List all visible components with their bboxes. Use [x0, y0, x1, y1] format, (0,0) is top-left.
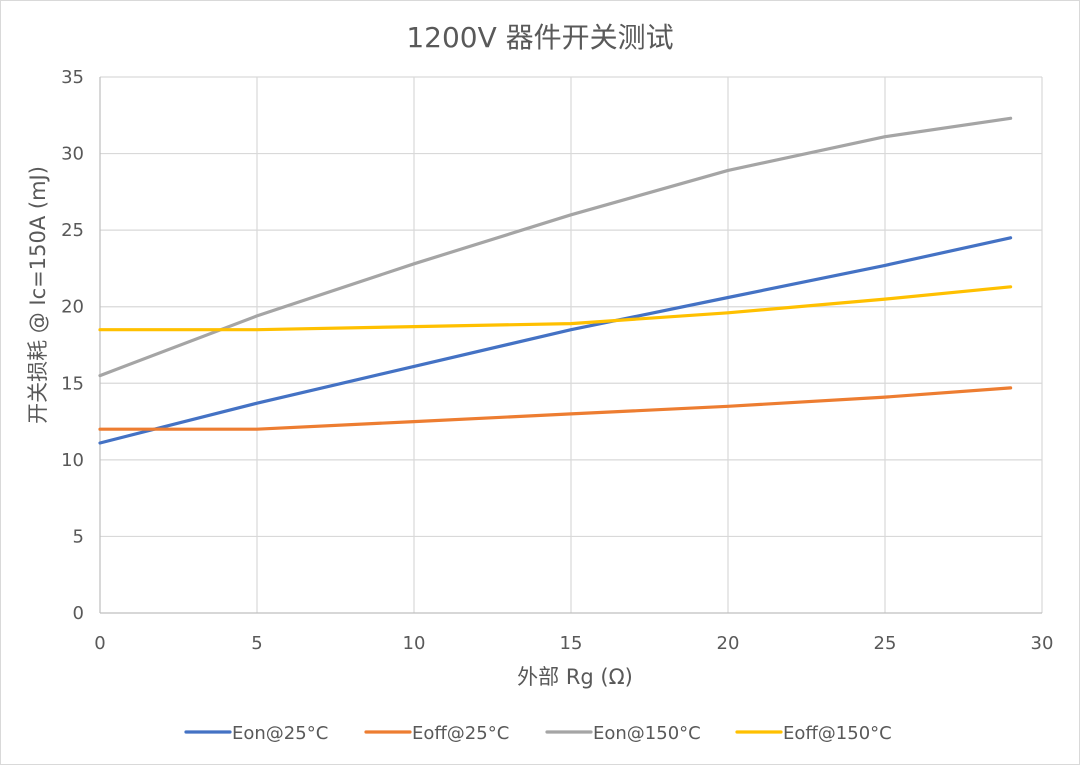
y-tick-label: 35 [61, 67, 84, 88]
series-lines [98, 116, 1013, 445]
x-tick-label: 5 [251, 633, 262, 654]
legend-label: Eoff@150°C [783, 723, 892, 744]
y-axis-title: 开关损耗 @ Ic=150A (mJ) [26, 166, 50, 424]
axes: 0 5 10 15 20 25 30 35 0 5 10 15 20 25 30 [61, 67, 1053, 654]
x-tick-label: 0 [94, 633, 105, 654]
legend: Eon@25°C Eoff@25°C Eon@150°C Eoff@150°C [184, 723, 892, 744]
x-tick-label: 20 [717, 633, 740, 654]
legend-label: Eon@25°C [232, 723, 328, 744]
y-tick-label: 5 [73, 526, 84, 547]
y-tick-label: 25 [61, 220, 84, 241]
series-line-1 [98, 386, 1013, 431]
y-tick-label: 15 [61, 373, 84, 394]
y-tick-label: 30 [61, 144, 84, 165]
y-tick-label: 0 [73, 603, 84, 624]
chart-title: 1200V 器件开关测试 [406, 21, 673, 54]
legend-label: Eoff@25°C [412, 723, 509, 744]
y-tick-label: 20 [61, 297, 84, 318]
x-axis-title: 外部 Rg (Ω) [517, 665, 633, 689]
series-line-0 [98, 236, 1013, 445]
x-tick-label: 30 [1031, 633, 1054, 654]
x-tick-label: 25 [874, 633, 897, 654]
gridlines [100, 76, 1043, 613]
series-line-3 [98, 285, 1013, 332]
y-tick-label: 10 [61, 450, 84, 471]
legend-label: Eon@150°C [593, 723, 701, 744]
x-tick-label: 10 [403, 633, 426, 654]
x-tick-label: 15 [560, 633, 583, 654]
series-line-2 [98, 116, 1013, 378]
